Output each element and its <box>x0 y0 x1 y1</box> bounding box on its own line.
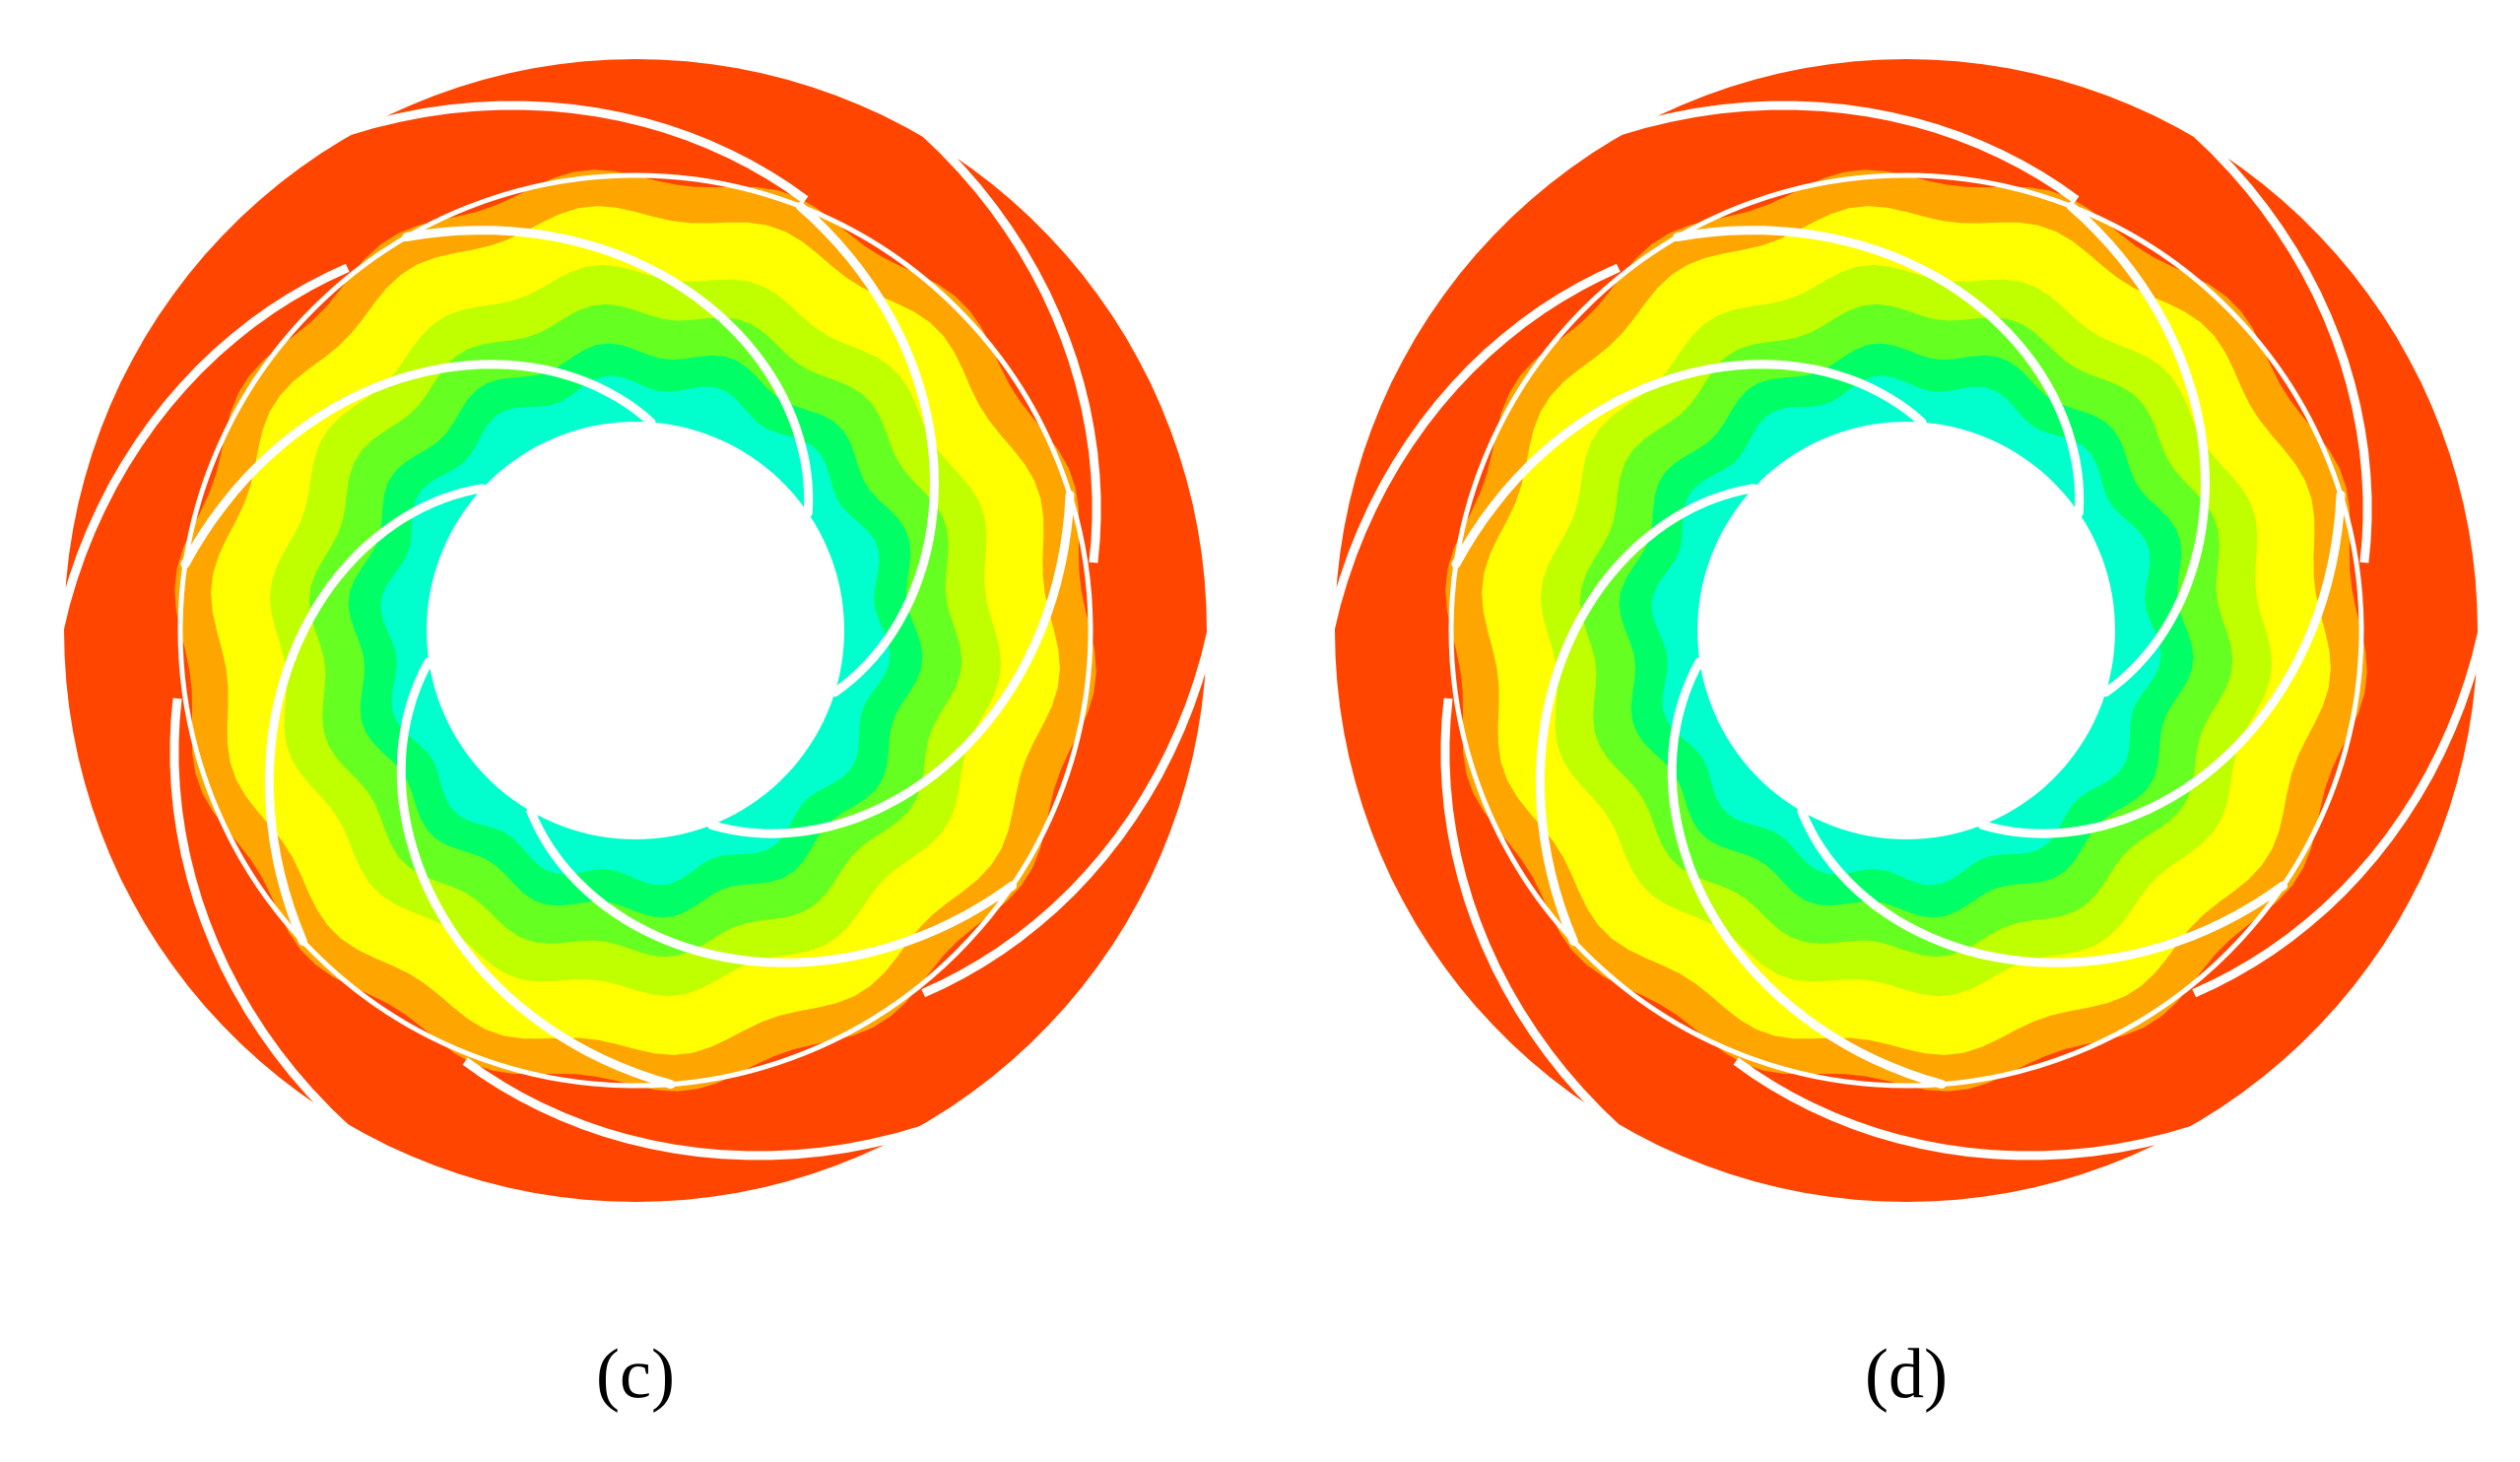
blade <box>1977 490 2346 838</box>
blade <box>180 360 656 569</box>
blade <box>706 490 1075 838</box>
panel-d <box>1325 59 2487 1202</box>
contour-band <box>427 422 844 839</box>
guide-vane <box>2191 128 2372 564</box>
guide-vane <box>169 698 351 1133</box>
guide-vane <box>1617 100 2080 204</box>
blade <box>1797 807 2288 967</box>
blade <box>1673 226 2085 518</box>
contour-band <box>1697 422 2115 839</box>
blade <box>1667 656 1947 1090</box>
blade <box>264 484 488 946</box>
impeller-rim <box>177 172 1094 1089</box>
guide-vane <box>462 1057 925 1161</box>
blade <box>396 656 676 1090</box>
guide-vane <box>921 629 1217 998</box>
impeller-rim <box>1448 172 2364 1089</box>
blade <box>1451 360 1927 569</box>
blade <box>526 807 1018 967</box>
panel-label: (c) <box>596 1335 675 1414</box>
guide-vane <box>1325 263 1621 632</box>
panel-c <box>54 59 1217 1202</box>
panel-label: (d) <box>1865 1335 1948 1414</box>
blade <box>2066 201 2211 698</box>
guide-vane <box>920 128 1101 564</box>
guide-vane <box>346 100 809 204</box>
guide-vane <box>1733 1057 2196 1161</box>
guide-vane <box>1440 698 1622 1133</box>
blade <box>1535 484 1758 946</box>
guide-vane <box>2192 629 2487 998</box>
guide-vane <box>54 263 350 632</box>
blade <box>795 201 940 698</box>
blade <box>402 226 814 518</box>
